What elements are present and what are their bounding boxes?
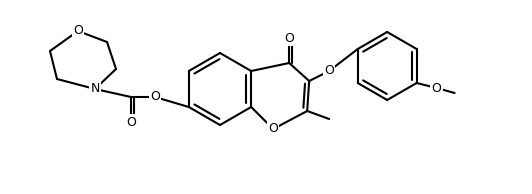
Text: O: O [431, 81, 442, 94]
Text: O: O [284, 31, 294, 44]
Text: O: O [73, 24, 83, 37]
Text: N: N [90, 82, 99, 95]
Text: O: O [324, 64, 334, 77]
Text: O: O [150, 90, 160, 104]
Text: O: O [126, 115, 136, 128]
Text: O: O [268, 122, 278, 135]
